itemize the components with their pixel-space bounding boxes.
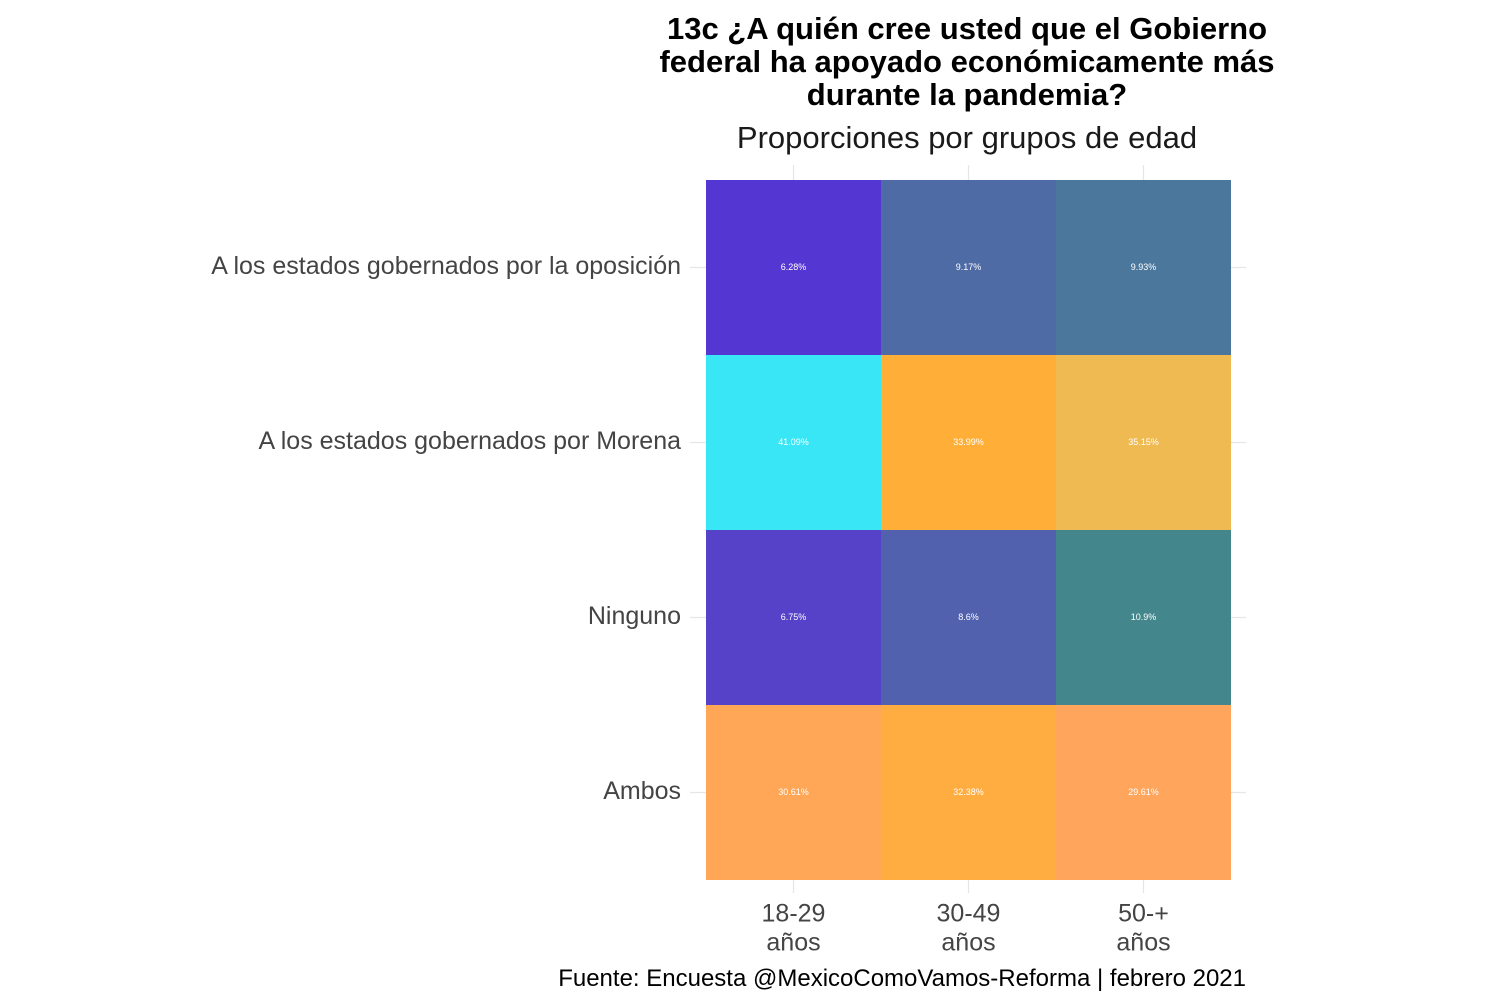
x-tick-label: años [766,929,820,957]
cell-value-label: 6.75% [781,612,807,622]
heatmap-cell [1056,530,1231,705]
cell-value-label: 8.6% [958,612,979,622]
y-tick-label: Ambos [603,777,681,805]
chart-title-line: 13c ¿A quién cree usted que el Gobierno [667,11,1267,46]
x-tick-label: años [1116,929,1170,957]
heatmap-cell [1056,705,1231,880]
heatmap-cell [706,530,881,705]
y-tick-label: A los estados gobernados por la oposició… [211,252,681,280]
cell-value-label: 41.09% [778,437,809,447]
x-tick-label: años [941,929,995,957]
cell-value-label: 35.15% [1128,437,1159,447]
heatmap-cell [1056,180,1231,355]
cell-value-label: 30.61% [778,787,809,797]
cell-value-label: 10.9% [1131,612,1157,622]
y-tick-label: Ninguno [588,602,681,630]
cell-value-label: 9.17% [956,262,982,272]
x-tick-label: 50-+ [1118,900,1169,928]
chart-subtitle: Proporciones por grupos de edad [737,120,1197,155]
chart-caption: Fuente: Encuesta @MexicoComoVamos-Reform… [558,965,1246,992]
heatmap-cell [706,355,881,530]
cell-value-label: 33.99% [953,437,984,447]
heatmap-cell [881,180,1056,355]
chart-title-line: durante la pandemia? [807,77,1127,112]
heatmap-cell [706,705,881,880]
x-tick-label: 18-29 [762,900,826,928]
heatmap-cell [881,705,1056,880]
x-tick-label: 30-49 [937,900,1001,928]
heatmap-cell [881,530,1056,705]
heatmap-cell [881,355,1056,530]
y-tick-label: A los estados gobernados por Morena [259,427,682,455]
y-axis-tick-labels: A los estados gobernados por la oposició… [211,252,681,805]
cell-value-label: 6.28% [781,262,807,272]
cell-value-label: 29.61% [1128,787,1159,797]
chart-title-line: federal ha apoyado económicamente más [659,44,1274,79]
heatmap-cells [706,180,1231,880]
chart-title: 13c ¿A quién cree usted que el Gobiernof… [659,11,1274,112]
cell-labels: 6.28% 9.17% 9.93% 41.09% 33.99% 35.15% 6.75% 8.… [778,262,1159,797]
cell-value-label: 9.93% [1131,262,1157,272]
heatmap-cell [706,180,881,355]
heatmap-cell [1056,355,1231,530]
cell-value-label: 32.38% [953,787,984,797]
